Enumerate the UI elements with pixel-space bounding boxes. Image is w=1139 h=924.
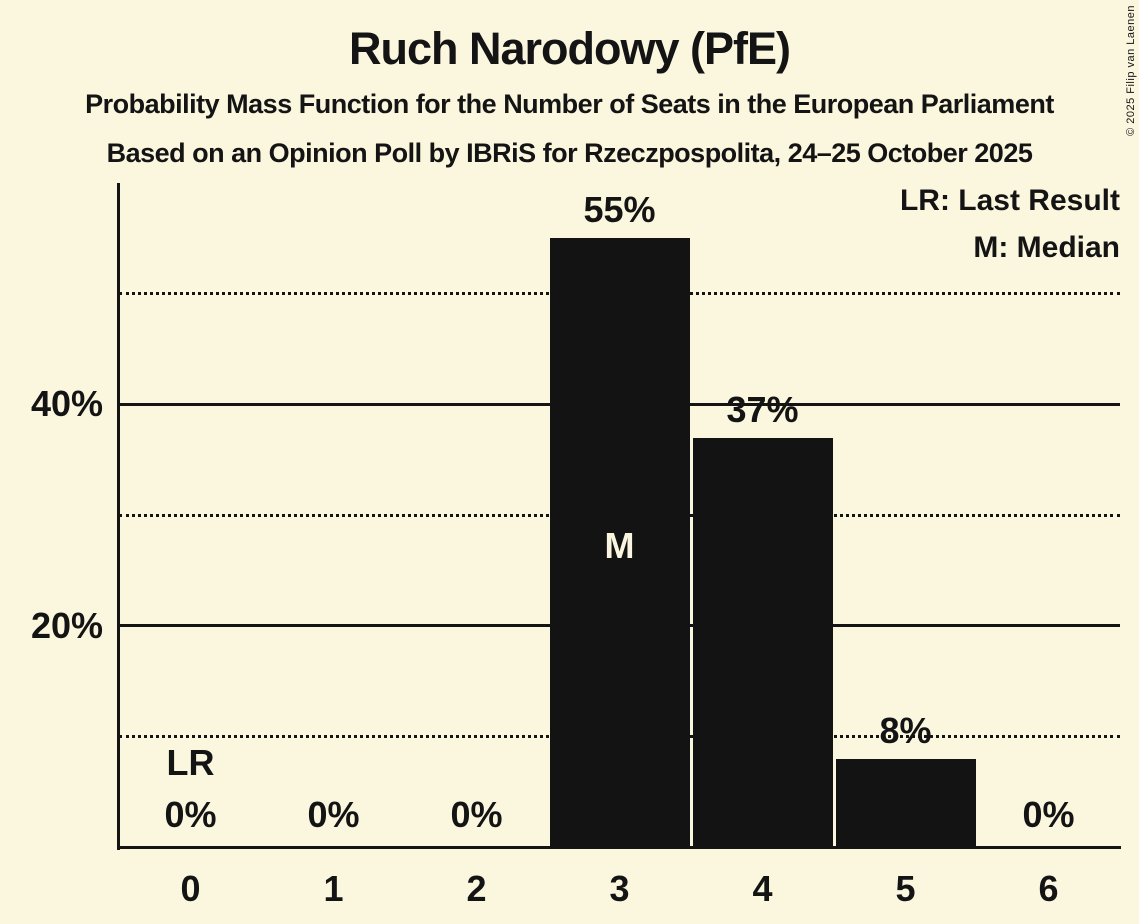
- last-result-marker: LR: [166, 742, 215, 783]
- bar-seat-3: [549, 238, 690, 847]
- bar-value-label-seat-5: 8%: [879, 709, 932, 751]
- bar-seat-4: [692, 437, 833, 847]
- y-tick-label-40: 40%: [30, 383, 103, 425]
- x-tick-label-5: 5: [895, 868, 916, 909]
- x-axis-line: [117, 846, 1121, 849]
- bar-seat-5: [835, 758, 976, 847]
- chart-subtitle: Probability Mass Function for the Number…: [85, 89, 1054, 119]
- bar-value-label-seat-6: 0%: [1022, 794, 1075, 835]
- chart-title: Ruch Narodowy (PfE): [348, 23, 791, 74]
- legend-median: M: Median: [973, 231, 1120, 264]
- chart-source-line: Based on an Opinion Poll by IBRiS for Rz…: [106, 138, 1033, 168]
- bar-value-label-seat-2: 0%: [450, 794, 503, 835]
- x-tick-label-3: 3: [609, 868, 630, 909]
- bar-value-label-seat-0: 0%: [164, 794, 217, 835]
- x-tick-label-6: 6: [1038, 868, 1059, 909]
- bar-value-label-seat-3: 55%: [583, 189, 656, 231]
- median-marker: M: [604, 525, 635, 566]
- y-tick-label-20: 20%: [30, 604, 103, 646]
- y-axis-line: [117, 183, 120, 850]
- bar-value-label-seat-1: 0%: [307, 794, 360, 835]
- bar-value-label-seat-4: 37%: [726, 388, 799, 430]
- x-tick-label-0: 0: [180, 868, 201, 909]
- x-tick-label-1: 1: [323, 868, 344, 909]
- x-tick-label-2: 2: [466, 868, 487, 909]
- x-tick-label-4: 4: [752, 868, 773, 909]
- legend-last-result: LR: Last Result: [899, 184, 1120, 217]
